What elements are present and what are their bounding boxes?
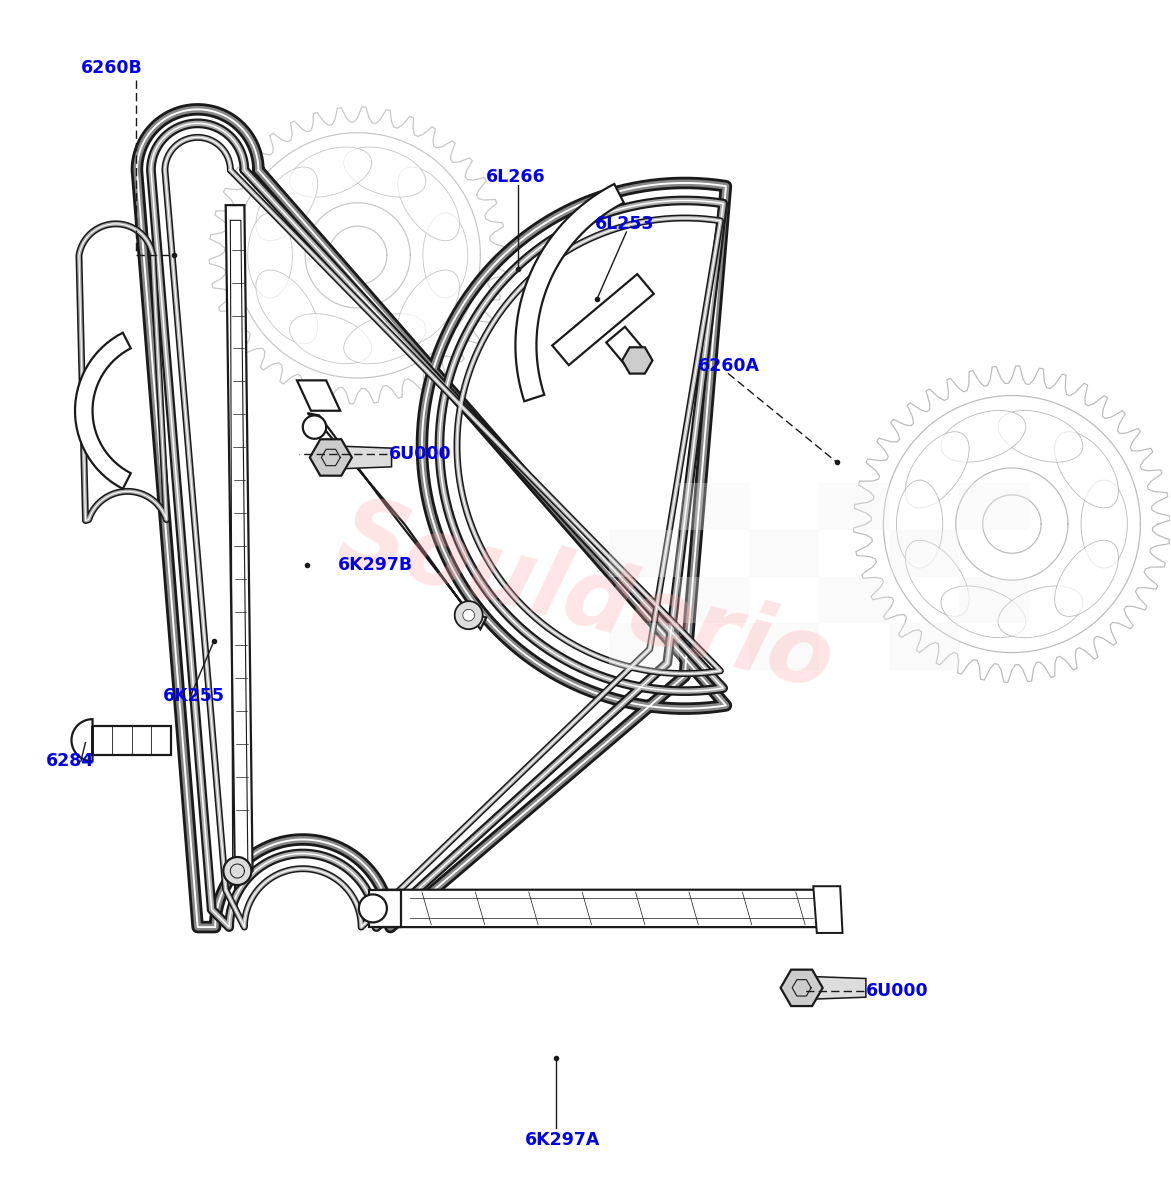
Polygon shape — [802, 976, 865, 1000]
Bar — [889, 530, 959, 577]
Polygon shape — [515, 184, 624, 401]
Bar — [679, 577, 749, 623]
Polygon shape — [905, 540, 970, 617]
Polygon shape — [897, 480, 943, 568]
Polygon shape — [905, 432, 970, 508]
Polygon shape — [343, 313, 426, 364]
Polygon shape — [369, 889, 400, 928]
Text: 6260B: 6260B — [81, 60, 143, 78]
Bar — [679, 484, 749, 530]
Text: Soulderio: Soulderio — [328, 490, 843, 710]
Polygon shape — [998, 410, 1083, 462]
Polygon shape — [398, 167, 459, 241]
Text: 6K297A: 6K297A — [525, 1130, 600, 1148]
Polygon shape — [1055, 432, 1118, 508]
Bar — [609, 530, 679, 577]
Polygon shape — [256, 167, 317, 241]
Polygon shape — [289, 148, 371, 197]
Text: 6K297B: 6K297B — [338, 556, 413, 574]
Polygon shape — [289, 313, 371, 364]
Bar — [959, 577, 1029, 623]
Bar — [609, 623, 679, 670]
Polygon shape — [308, 413, 486, 629]
Text: 6K255: 6K255 — [163, 686, 225, 704]
Polygon shape — [247, 212, 293, 298]
Text: 6260A: 6260A — [698, 358, 760, 376]
Bar — [959, 484, 1029, 530]
Polygon shape — [297, 380, 340, 410]
Polygon shape — [71, 719, 93, 761]
Polygon shape — [224, 857, 252, 886]
Polygon shape — [781, 970, 823, 1006]
Polygon shape — [256, 270, 317, 343]
Polygon shape — [310, 439, 351, 475]
Polygon shape — [423, 212, 467, 298]
Polygon shape — [814, 887, 842, 932]
Polygon shape — [463, 610, 474, 622]
Polygon shape — [941, 410, 1026, 462]
Text: 6L266: 6L266 — [486, 168, 546, 186]
Polygon shape — [553, 274, 653, 365]
Polygon shape — [622, 347, 652, 373]
Text: 6284: 6284 — [46, 752, 94, 770]
Polygon shape — [89, 726, 171, 755]
Bar — [820, 577, 889, 623]
Polygon shape — [941, 586, 1026, 637]
Polygon shape — [1081, 480, 1128, 568]
Polygon shape — [369, 889, 836, 928]
Bar — [749, 623, 820, 670]
Polygon shape — [358, 894, 386, 923]
Bar — [749, 530, 820, 577]
Text: 6L253: 6L253 — [595, 215, 655, 233]
Bar — [820, 484, 889, 530]
Bar — [889, 623, 959, 670]
Polygon shape — [226, 205, 253, 889]
Polygon shape — [303, 415, 327, 439]
Polygon shape — [454, 601, 482, 629]
Text: 6U000: 6U000 — [865, 983, 929, 1001]
Polygon shape — [1055, 540, 1118, 617]
Polygon shape — [331, 445, 391, 469]
Polygon shape — [343, 148, 426, 197]
Polygon shape — [398, 270, 459, 343]
Polygon shape — [75, 332, 131, 488]
Polygon shape — [998, 586, 1083, 637]
Polygon shape — [607, 326, 650, 372]
Text: 6U000: 6U000 — [389, 445, 452, 463]
